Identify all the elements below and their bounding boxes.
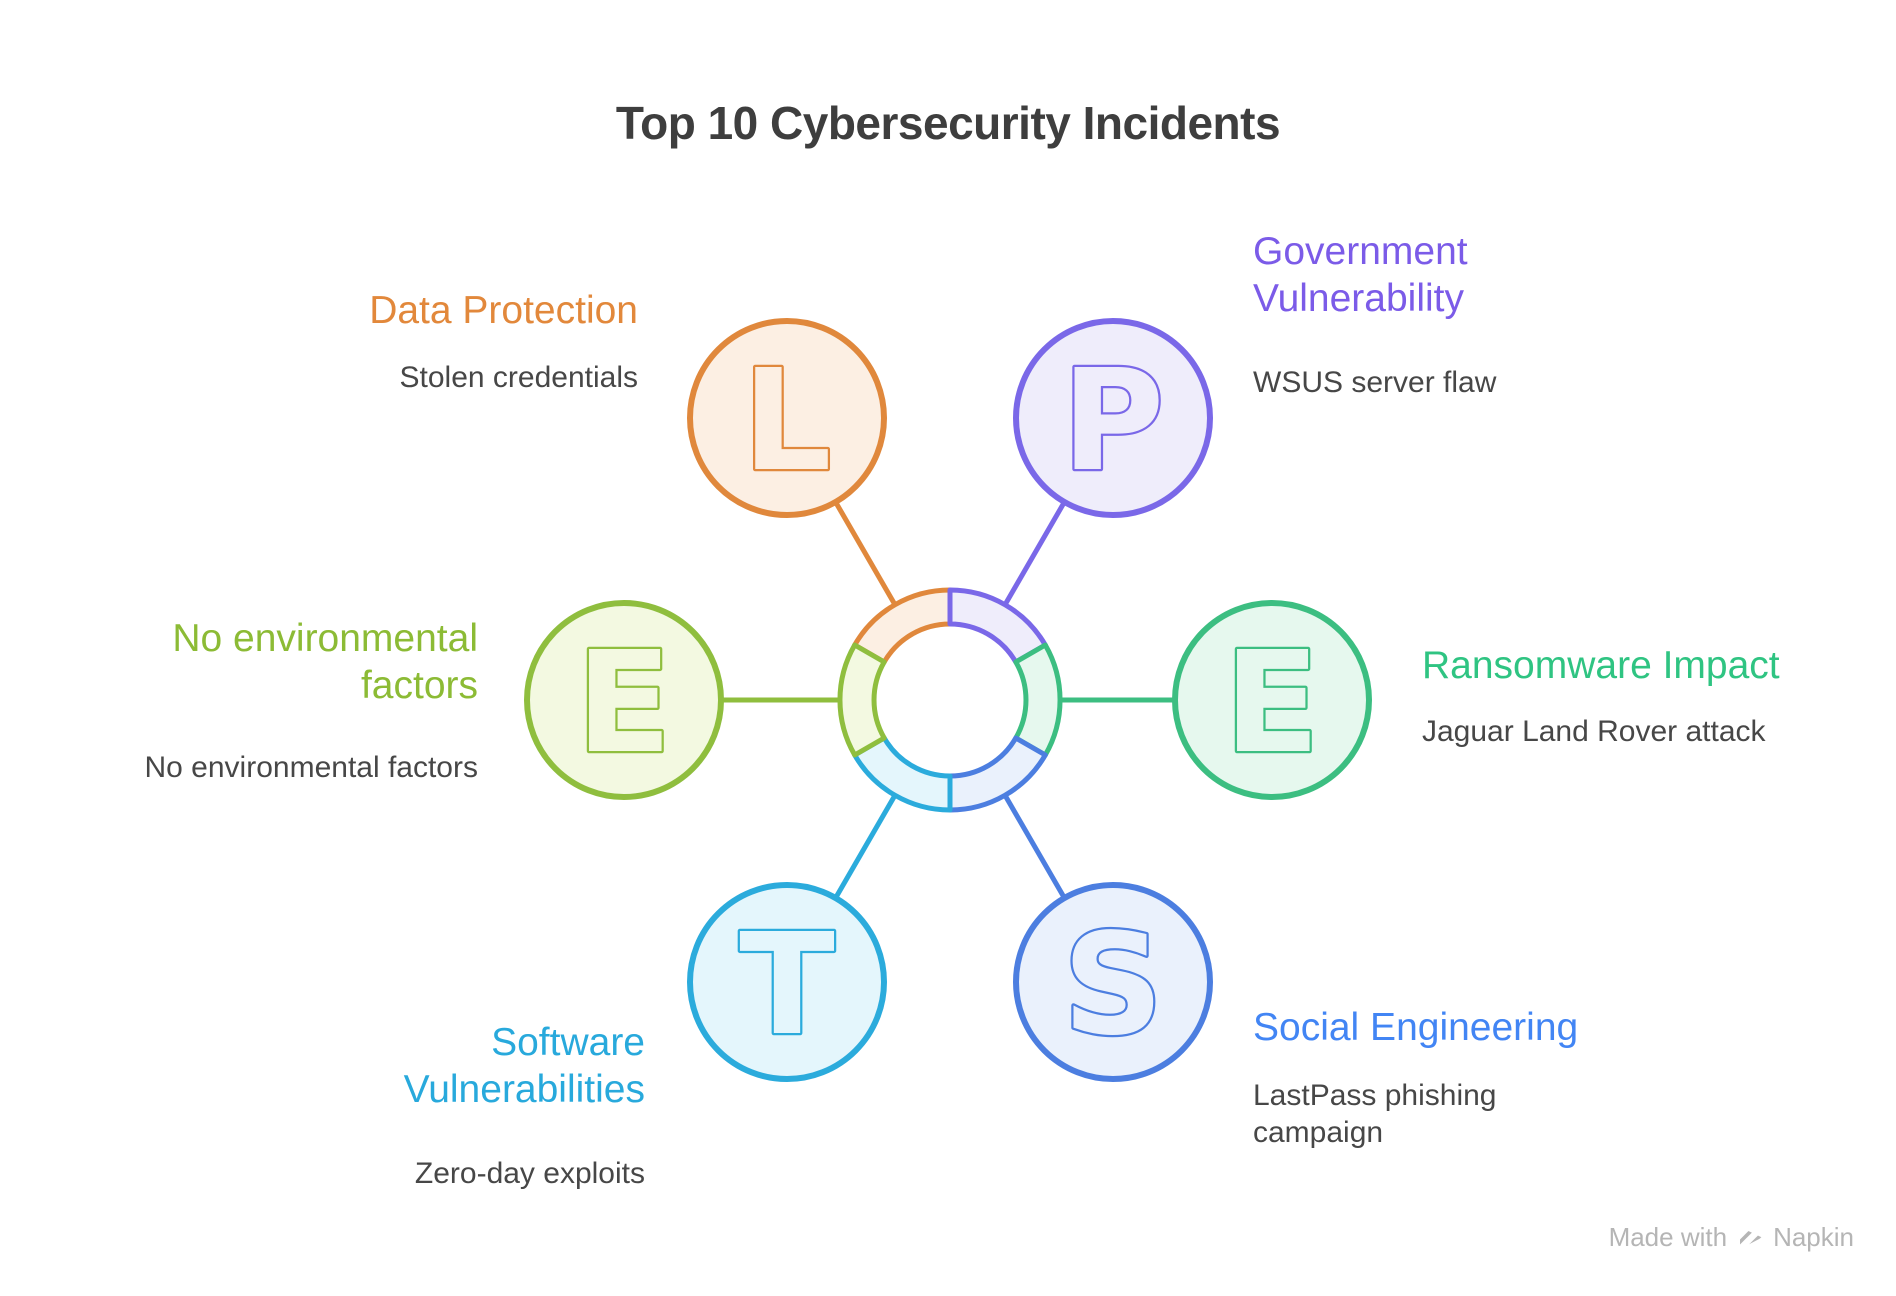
ring-segment-ransomware-impact [1013, 642, 1063, 758]
ring-segment-software-vulnerabilities [852, 735, 953, 813]
node-letter-software-vulnerabilities: T [739, 904, 835, 1067]
node-letter-ransomware-impact: E [1224, 622, 1320, 785]
watermark: Made with Napkin [1609, 1222, 1854, 1253]
node-letter-social-engineering: S [1063, 904, 1164, 1067]
label-no-environmental-factors: No environmental factors [172, 617, 478, 707]
node-letter-no-environmental-factors: E [576, 622, 672, 785]
detail-government-vulnerability: WSUS server flaw [1253, 366, 1497, 399]
detail-no-environmental-factors: No environmental factors [144, 751, 479, 784]
label-social-engineering: Social Engineering [1253, 1006, 1579, 1049]
ring-segment-social-engineering [947, 735, 1048, 813]
ring-segment-government-vulnerability [947, 587, 1048, 665]
node-letter-government-vulnerability: P [1062, 340, 1165, 503]
watermark-prefix: Made with [1608, 1222, 1728, 1252]
center-ring [837, 587, 1063, 813]
ring-segment-no-environmental-factors [837, 642, 887, 758]
detail-software-vulnerabilities: Zero-day exploits [414, 1157, 645, 1190]
detail-social-engineering: LastPass phishing campaign [1253, 1079, 1497, 1150]
node-circle-social-engineering [1013, 882, 1213, 1082]
node-circle-no-environmental-factors [524, 600, 724, 800]
detail-data-protection: Stolen credentials [399, 361, 638, 394]
label-data-protection: Data Protection [369, 289, 638, 332]
detail-ransomware-impact: Jaguar Land Rover attack [1422, 715, 1766, 748]
node-circle-data-protection [687, 318, 887, 518]
node-circle-ransomware-impact [1172, 600, 1372, 800]
watermark-brand: Napkin [1773, 1222, 1854, 1252]
page-title: Top 10 Cybersecurity Incidents [615, 97, 1281, 149]
node-bubbles: L P E S T E [524, 318, 1372, 1082]
label-software-vulnerabilities: Software Vulnerabilities [403, 1021, 645, 1111]
label-government-vulnerability: Government Vulnerability [1253, 230, 1468, 320]
node-circle-software-vulnerabilities [687, 882, 887, 1082]
node-letter-data-protection: L [742, 340, 831, 503]
napkin-logo-icon [1740, 1226, 1763, 1249]
node-circle-government-vulnerability [1013, 318, 1213, 518]
label-ransomware-impact: Ransomware Impact [1422, 644, 1780, 687]
